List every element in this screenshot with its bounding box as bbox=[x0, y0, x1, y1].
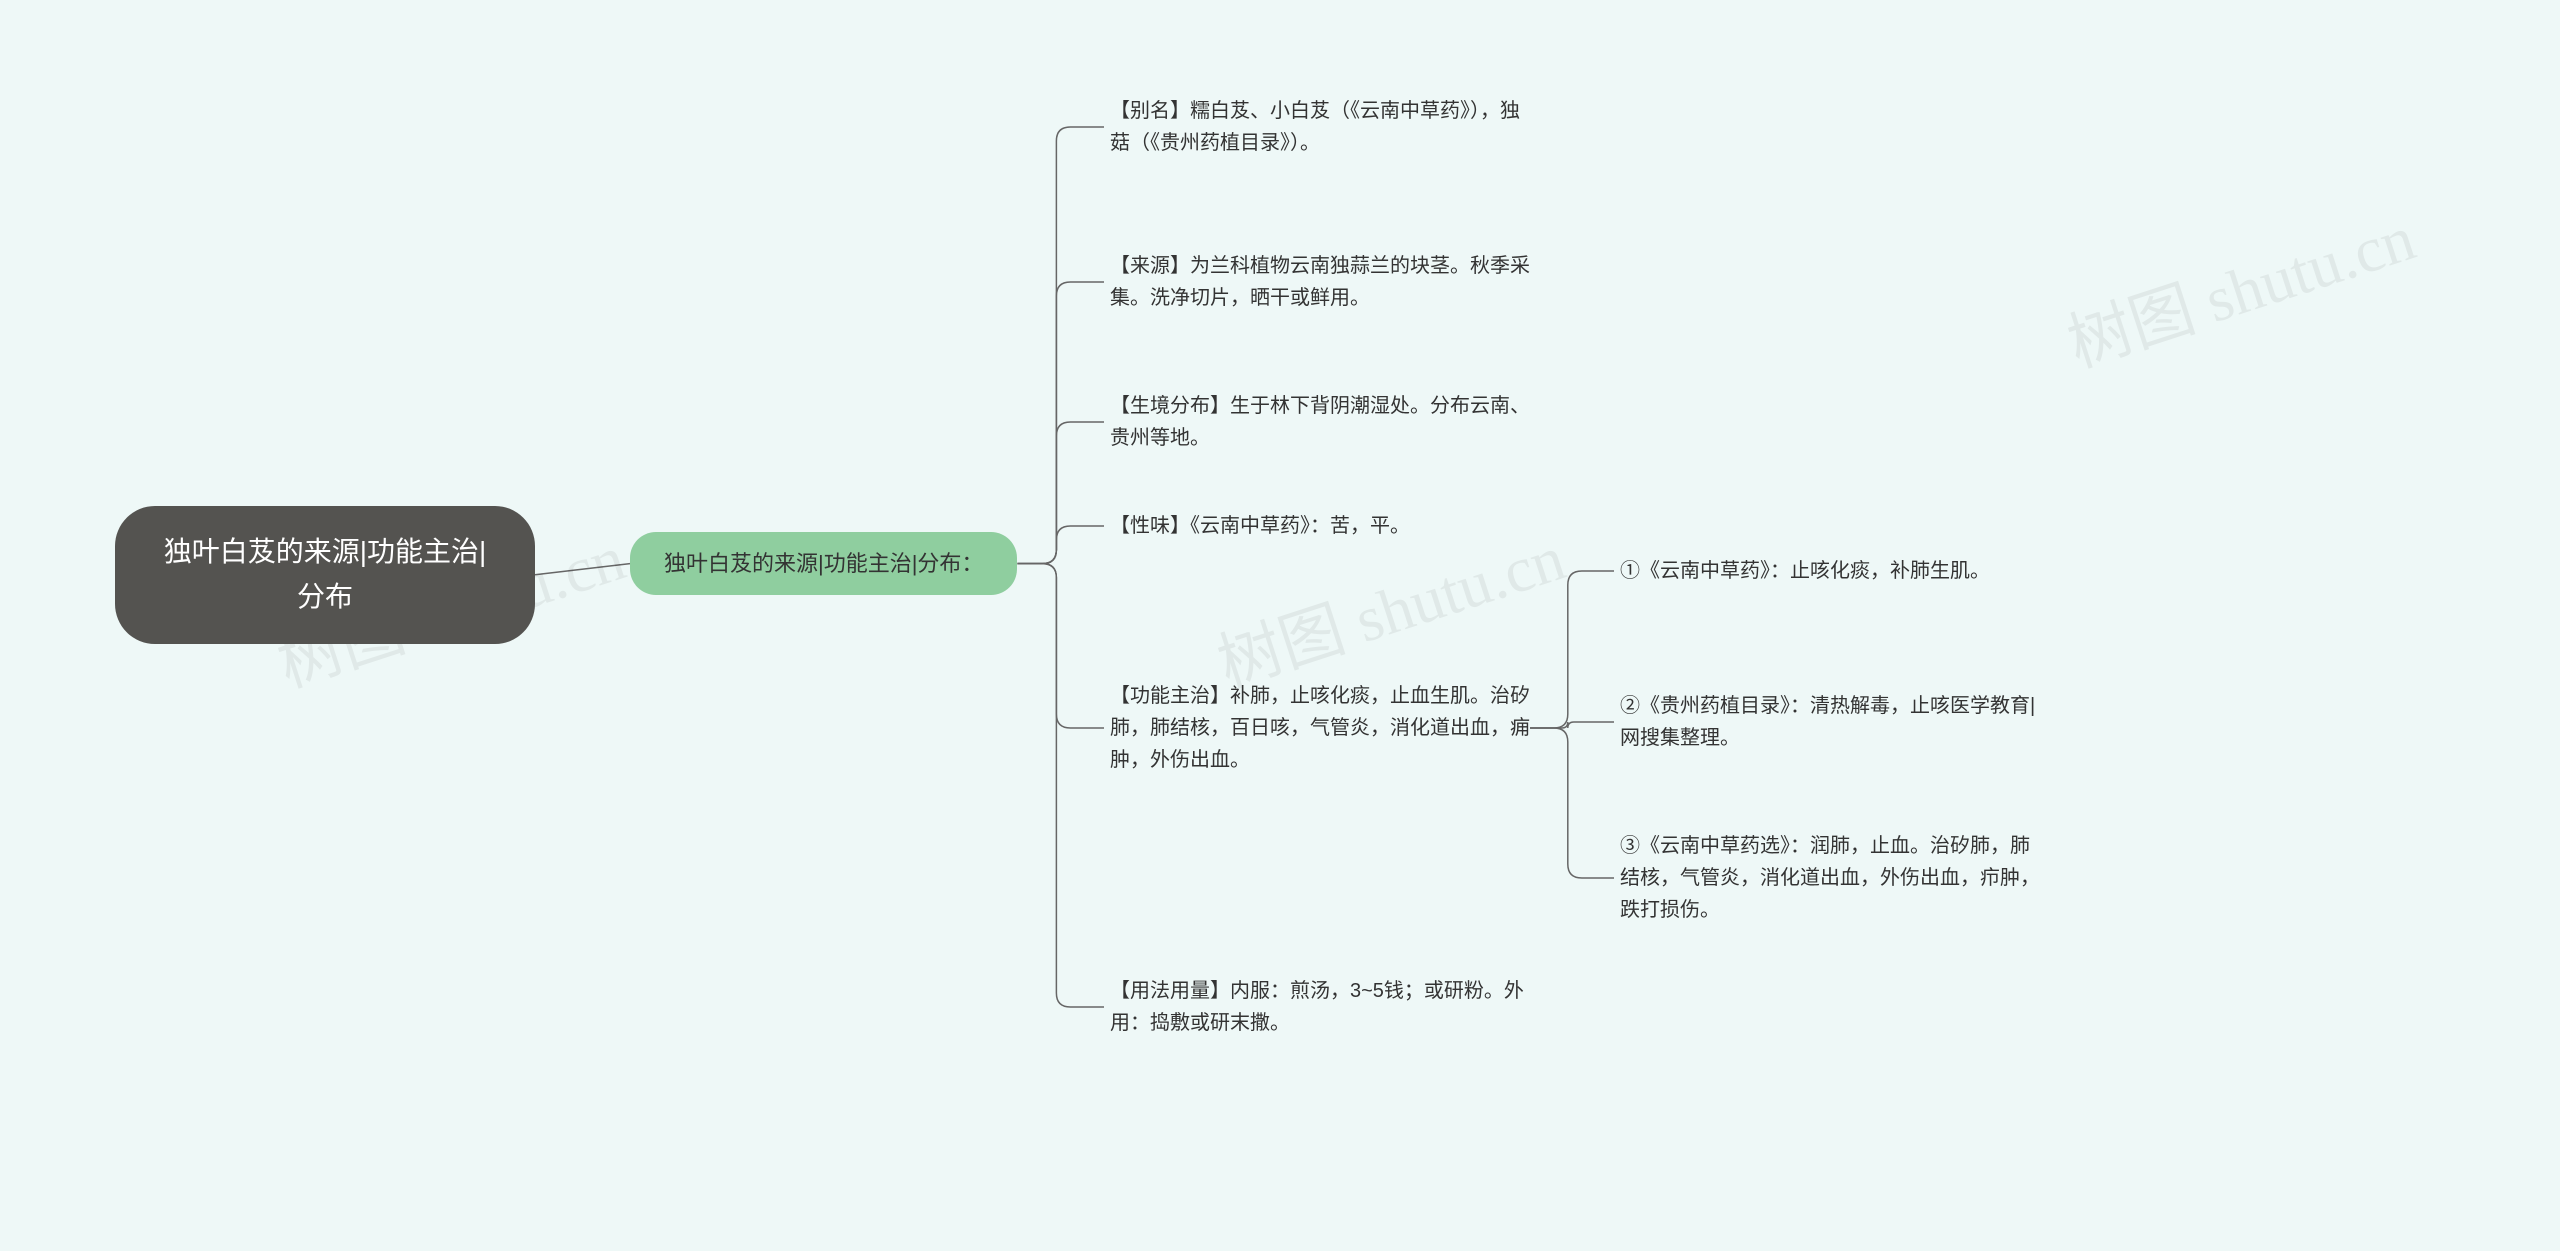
leaf-node: 【用法用量】内服：煎汤，3~5钱；或研粉。外用：捣敷或研末撒。 bbox=[1110, 975, 1530, 1039]
leaf-node: 【来源】为兰科植物云南独蒜兰的块茎。秋季采集。洗净切片，晒干或鲜用。 bbox=[1110, 250, 1530, 314]
mindmap-canvas: 树图 shutu.cn树图 shutu.cn树图 shutu.cn独叶白芨的来源… bbox=[0, 0, 2560, 1251]
leaf-node: 【生境分布】生于林下背阴潮湿处。分布云南、贵州等地。 bbox=[1110, 390, 1530, 454]
root-node: 独叶白芨的来源|功能主治|分布 bbox=[115, 506, 535, 644]
leaf-node: 【性味】《云南中草药》：苦，平。 bbox=[1110, 510, 1410, 542]
subleaf-node: ②《贵州药植目录》：清热解毒，止咳医学教育|网搜集整理。 bbox=[1620, 690, 2040, 754]
subleaf-node: ①《云南中草药》：止咳化痰，补肺生肌。 bbox=[1620, 555, 1990, 587]
watermark: 树图 shutu.cn bbox=[2055, 187, 2425, 385]
leaf-node: 【功能主治】补肺，止咳化痰，止血生肌。治矽肺，肺结核，百日咳，气管炎，消化道出血… bbox=[1110, 680, 1530, 776]
sub-node: 独叶白芨的来源|功能主治|分布： bbox=[630, 532, 1017, 595]
leaf-node: 【别名】糯白芨、小白芨（《云南中草药》），独菇（《贵州药植目录》）。 bbox=[1110, 95, 1530, 159]
subleaf-node: ③《云南中草药选》：润肺，止血。治矽肺，肺结核，气管炎，消化道出血，外伤出血，疖… bbox=[1620, 830, 2040, 926]
